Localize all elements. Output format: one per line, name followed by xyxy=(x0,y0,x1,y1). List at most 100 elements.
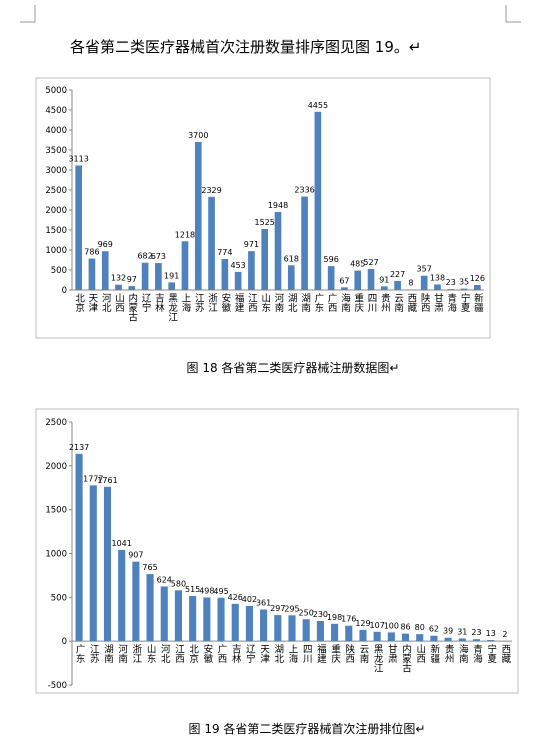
bar xyxy=(327,266,335,290)
x-tick-label: 广东 xyxy=(74,644,86,664)
y-tick-label: -500 xyxy=(48,681,67,691)
bar xyxy=(221,259,229,290)
value-label: 126 xyxy=(470,274,485,283)
value-label: 230 xyxy=(313,610,328,619)
bar xyxy=(387,632,395,642)
bar xyxy=(181,241,189,290)
value-label: 495 xyxy=(213,587,228,596)
bar xyxy=(260,609,268,642)
bar xyxy=(444,637,452,642)
bar xyxy=(447,289,455,290)
x-tick-label: 内蒙古 xyxy=(400,644,412,674)
bar xyxy=(402,633,410,642)
bar xyxy=(460,288,468,290)
x-tick-label: 辽宁 xyxy=(140,292,152,312)
y-tick-label: 4500 xyxy=(45,106,67,116)
y-tick-label: 500 xyxy=(51,266,67,276)
y-tick-label: 2000 xyxy=(45,206,67,216)
x-tick-label: 江西 xyxy=(246,293,258,313)
value-label: 3113 xyxy=(68,154,88,163)
value-label: 62 xyxy=(429,625,439,634)
bar xyxy=(472,639,481,642)
x-tick-label: 福建 xyxy=(315,644,327,665)
x-tick-label: 广西 xyxy=(326,292,338,313)
y-tick-label: 0 xyxy=(62,286,67,296)
x-tick-label: 四川 xyxy=(301,644,313,663)
x-tick-label: 天津 xyxy=(258,644,270,664)
x-tick-label: 山西 xyxy=(113,293,125,313)
bar xyxy=(103,486,112,642)
value-label: 1218 xyxy=(175,230,195,239)
y-tick-label: 1000 xyxy=(45,246,67,256)
value-label: 618 xyxy=(284,254,299,263)
value-label: 129 xyxy=(355,619,370,628)
value-label: 86 xyxy=(400,623,410,632)
x-tick-label: 湖北 xyxy=(272,644,284,664)
x-tick-label: 宁夏 xyxy=(459,292,471,312)
value-label: 527 xyxy=(363,258,378,267)
bar xyxy=(314,111,322,290)
bar xyxy=(261,229,269,290)
value-label: 969 xyxy=(98,240,113,249)
value-label: 31 xyxy=(457,627,467,636)
x-tick-label: 湖南 xyxy=(299,293,311,312)
value-label: 295 xyxy=(284,604,299,613)
y-tick-label: 2000 xyxy=(45,462,67,472)
bar xyxy=(287,265,295,290)
bar xyxy=(367,268,375,290)
x-tick-label: 海南 xyxy=(457,644,469,664)
bar xyxy=(75,165,82,290)
bar xyxy=(208,196,215,290)
value-label: 2137 xyxy=(69,443,89,452)
bar xyxy=(174,590,182,642)
x-tick-label: 河北 xyxy=(100,292,112,313)
x-tick-label: 安徽 xyxy=(201,644,213,665)
value-label: 907 xyxy=(128,551,143,560)
value-label: 107 xyxy=(370,621,385,630)
x-tick-label: 宁夏 xyxy=(485,644,497,664)
x-tick-label: 吉林 xyxy=(230,644,242,664)
bar xyxy=(331,623,339,642)
bar xyxy=(245,605,253,642)
x-tick-label: 重庆 xyxy=(352,292,364,313)
bar xyxy=(302,619,310,642)
bar xyxy=(345,625,353,642)
value-label: 2336 xyxy=(294,186,314,195)
bar xyxy=(373,631,381,642)
x-tick-label: 甘肃 xyxy=(432,292,444,313)
bar xyxy=(430,635,438,642)
y-tick-label: 2500 xyxy=(45,418,67,428)
x-tick-label: 北京 xyxy=(187,644,199,664)
value-label: 1948 xyxy=(268,201,288,210)
value-label: 97 xyxy=(127,275,137,284)
bar xyxy=(487,640,495,642)
x-tick-label: 辽宁 xyxy=(244,644,256,664)
value-label: 250 xyxy=(299,608,314,617)
x-tick-label: 黑龙江 xyxy=(166,293,178,322)
bar xyxy=(115,284,122,290)
crop-mark xyxy=(20,5,36,23)
bar xyxy=(359,629,367,642)
bar xyxy=(132,561,140,642)
value-label: 23 xyxy=(446,278,456,287)
y-tick-label: 2500 xyxy=(45,186,67,196)
x-tick-label: 北京 xyxy=(73,293,85,313)
bar xyxy=(341,287,348,290)
value-label: 80 xyxy=(415,623,425,632)
value-label: 39 xyxy=(443,627,453,636)
value-label: 580 xyxy=(171,579,186,588)
value-label: 774 xyxy=(217,248,232,257)
value-label: 426 xyxy=(228,593,243,602)
value-label: 176 xyxy=(341,615,356,624)
x-tick-label: 河南 xyxy=(273,292,285,312)
x-tick-label: 新疆 xyxy=(428,644,440,665)
x-tick-label: 天津 xyxy=(86,293,98,313)
bar xyxy=(474,284,481,290)
value-label: 485 xyxy=(350,260,365,269)
bar xyxy=(381,286,388,290)
y-tick-label: 5000 xyxy=(45,86,67,96)
x-tick-label: 西藏 xyxy=(499,644,511,664)
bar xyxy=(434,284,441,290)
value-label: 191 xyxy=(164,271,179,280)
y-tick-label: 0 xyxy=(62,637,67,647)
